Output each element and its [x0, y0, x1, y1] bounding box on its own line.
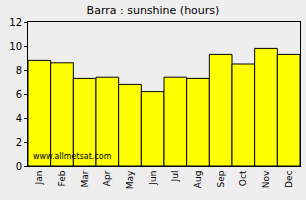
svg-text:Barra : sunshine (hours): Barra : sunshine (hours): [87, 4, 220, 17]
svg-text:8: 8: [16, 65, 22, 76]
svg-text:Jan: Jan: [34, 171, 44, 186]
svg-text:Nov: Nov: [261, 170, 271, 188]
svg-text:Feb: Feb: [57, 170, 67, 186]
svg-text:May: May: [125, 170, 135, 189]
svg-text:Sep: Sep: [216, 170, 226, 187]
svg-text:www.allmetsat.com: www.allmetsat.com: [33, 152, 112, 161]
svg-text:12: 12: [9, 17, 22, 28]
svg-text:0: 0: [16, 161, 22, 172]
svg-text:4: 4: [16, 113, 22, 124]
svg-text:Mar: Mar: [80, 170, 90, 187]
svg-text:Jun: Jun: [148, 171, 158, 186]
svg-text:Dec: Dec: [284, 171, 294, 188]
svg-text:Oct: Oct: [238, 170, 248, 186]
svg-text:6: 6: [16, 89, 22, 100]
svg-text:2: 2: [16, 137, 22, 148]
svg-text:Aug: Aug: [193, 171, 203, 189]
svg-text:10: 10: [9, 41, 22, 52]
svg-text:Jul: Jul: [170, 171, 180, 183]
svg-text:Apr: Apr: [102, 170, 112, 186]
